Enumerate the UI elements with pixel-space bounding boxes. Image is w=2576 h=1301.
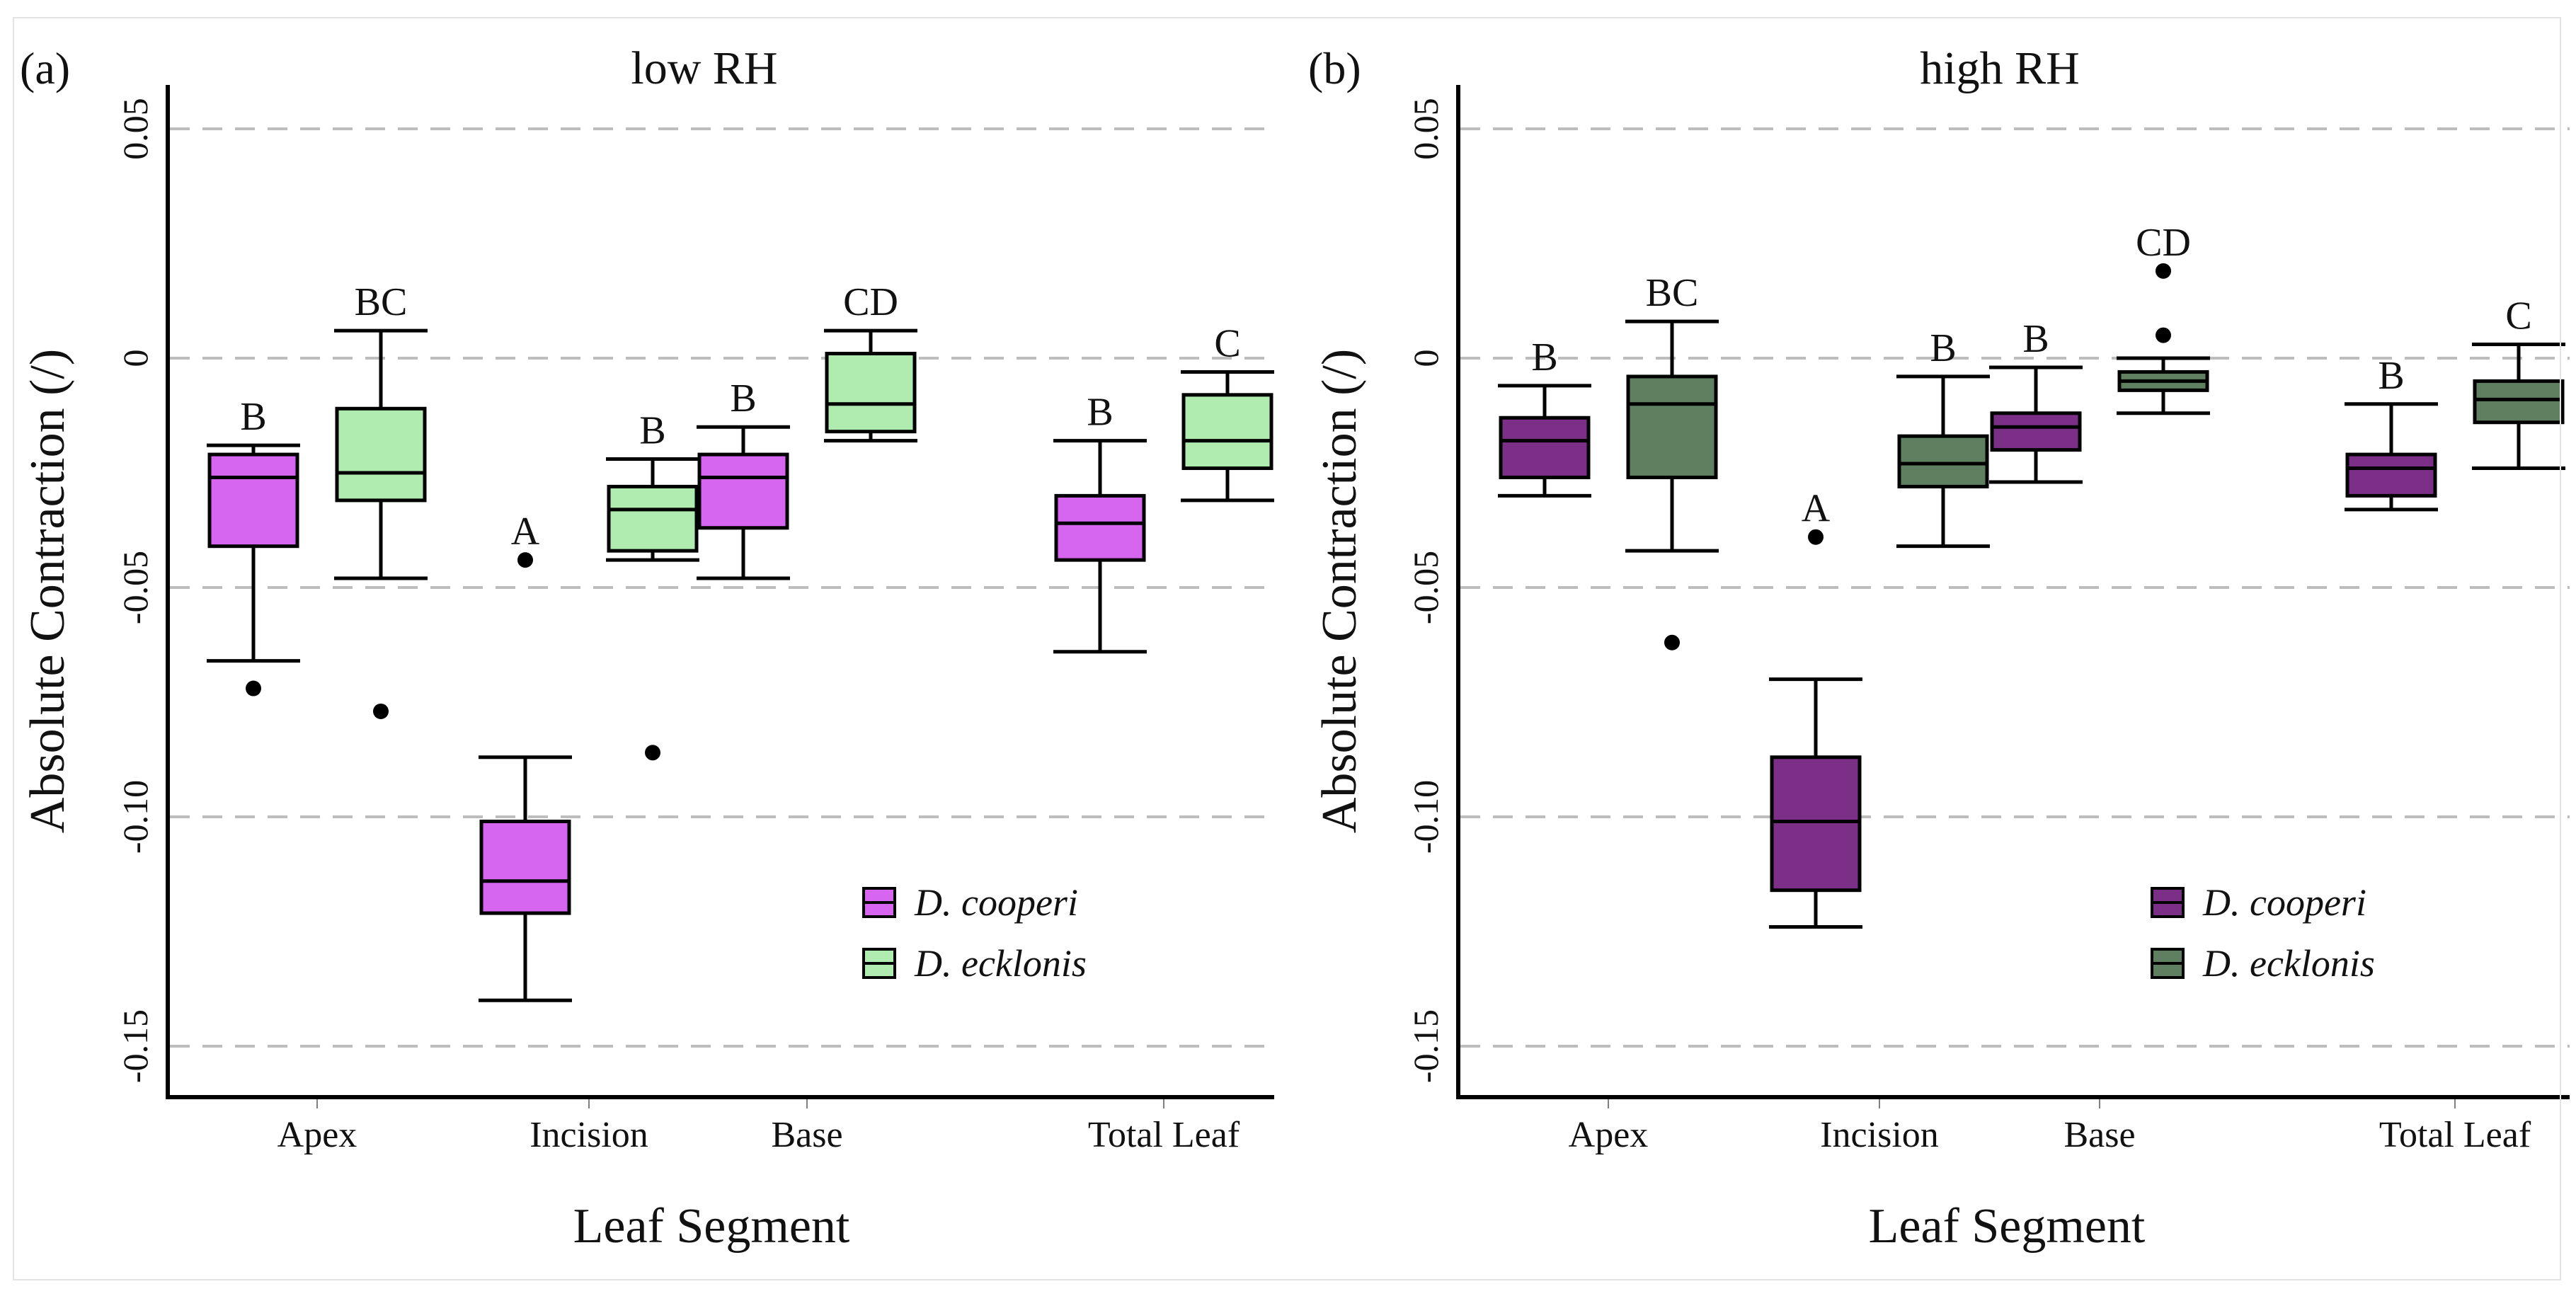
y-tick-label: 0 <box>1406 350 1446 367</box>
y-tick-labels: 0.05 0 -0.05 -0.10 -0.15 <box>115 98 155 1083</box>
x-tick-label: Total Leaf <box>1088 1115 1240 1155</box>
significance-letter: B <box>2022 317 2049 361</box>
x-tick-labels: Apex Incision Base Total Leaf <box>1569 1097 2531 1155</box>
panel-high-rh: (b) high RH B A B B BC B CD C 0.05 0 -0.05 -0.10 -0… <box>1308 42 2570 1254</box>
significance-letter: B <box>639 409 665 453</box>
legend-label: D. ecklonis <box>2202 942 2375 985</box>
panel-low-rh: (a) low RH B A B B BC B CD C 0.05 0 -0.05 -0.10 -0.… <box>20 42 1274 1254</box>
x-tick-label: Incision <box>529 1115 648 1155</box>
box <box>335 406 427 503</box>
significance-letter: B <box>2378 354 2404 398</box>
boxes: B A B B BC B CD C <box>1498 221 2565 929</box>
box <box>1990 411 2082 452</box>
x-tick-label: Base <box>771 1115 842 1155</box>
significance-letter: CD <box>2136 221 2191 265</box>
legend-label: D. cooperi <box>914 881 1078 924</box>
box <box>697 452 789 530</box>
significance-letter: C <box>1214 321 1240 365</box>
outlier-point <box>645 745 660 761</box>
box <box>2345 452 2437 498</box>
y-tick-label: -0.05 <box>115 551 155 624</box>
significance-letter: A <box>511 510 540 554</box>
significance-letter: BC <box>1646 271 1699 315</box>
legend-label: D. ecklonis <box>914 942 1087 985</box>
figure-frame <box>13 17 2561 1280</box>
box <box>207 452 299 549</box>
box <box>2473 379 2565 425</box>
panel-title: high RH <box>1920 42 2080 94</box>
panel-title: low RH <box>631 42 777 94</box>
legend: D. cooperi D. ecklonis <box>862 881 1087 985</box>
panel-label: (a) <box>20 43 70 93</box>
box <box>1499 415 1591 479</box>
x-tick-label: Base <box>2063 1115 2135 1155</box>
y-tick-label: -0.10 <box>1406 780 1446 854</box>
outlier-point <box>246 680 261 697</box>
significance-letter: B <box>240 395 266 439</box>
outlier-point <box>2156 263 2171 279</box>
significance-letter: B <box>1531 336 1557 379</box>
significance-letter: A <box>1802 487 1831 531</box>
x-tick-label: Total Leaf <box>2379 1115 2531 1155</box>
y-tick-label: 0 <box>115 350 155 367</box>
box <box>1770 755 1862 893</box>
y-tick-label: 0.05 <box>1406 98 1446 160</box>
significance-letter: BC <box>355 280 408 324</box>
boxes: B A B B BC B CD C <box>207 280 1274 1002</box>
gridlines <box>1460 127 2570 1048</box>
panel-label: (b) <box>1308 43 1361 93</box>
significance-letter: C <box>2505 294 2531 338</box>
significance-letter: B <box>1087 391 1113 435</box>
box <box>1181 393 1273 471</box>
significance-letter: B <box>1930 326 1956 370</box>
gridlines <box>170 127 1274 1048</box>
legend: D. cooperi D. ecklonis <box>2151 881 2375 985</box>
y-axis-label: Absolute Contraction (/) <box>1312 349 1367 833</box>
y-tick-label: -0.15 <box>1406 1009 1446 1083</box>
box <box>607 484 699 553</box>
y-tick-label: 0.05 <box>115 98 155 160</box>
box <box>1626 374 1718 479</box>
significance-letter: CD <box>843 280 898 324</box>
box <box>1897 434 1989 488</box>
outlier-point <box>373 703 389 719</box>
y-tick-label: -0.15 <box>115 1009 155 1083</box>
outlier-point <box>1808 529 1824 545</box>
outlier-point <box>2156 327 2171 343</box>
x-tick-label: Apex <box>277 1115 357 1155</box>
y-tick-label: -0.10 <box>115 780 155 854</box>
x-axis-label: Leaf Segment <box>1869 1199 2146 1254</box>
x-tick-labels: Apex Incision Base Total Leaf <box>277 1097 1240 1155</box>
outlier-point <box>517 552 533 568</box>
y-tick-labels: 0.05 0 -0.05 -0.10 -0.15 <box>1406 98 1446 1083</box>
box <box>825 352 917 434</box>
box <box>1054 493 1146 562</box>
significance-letter: B <box>730 377 756 420</box>
x-tick-label: Incision <box>1820 1115 1939 1155</box>
y-axis-label: Absolute Contraction (/) <box>21 349 75 833</box>
x-axis-label: Leaf Segment <box>573 1199 850 1254</box>
box <box>479 819 571 915</box>
y-tick-label: -0.05 <box>1406 551 1446 624</box>
legend-label: D. cooperi <box>2202 881 2366 924</box>
x-tick-label: Apex <box>1569 1115 1649 1155</box>
outlier-point <box>1664 634 1680 650</box>
